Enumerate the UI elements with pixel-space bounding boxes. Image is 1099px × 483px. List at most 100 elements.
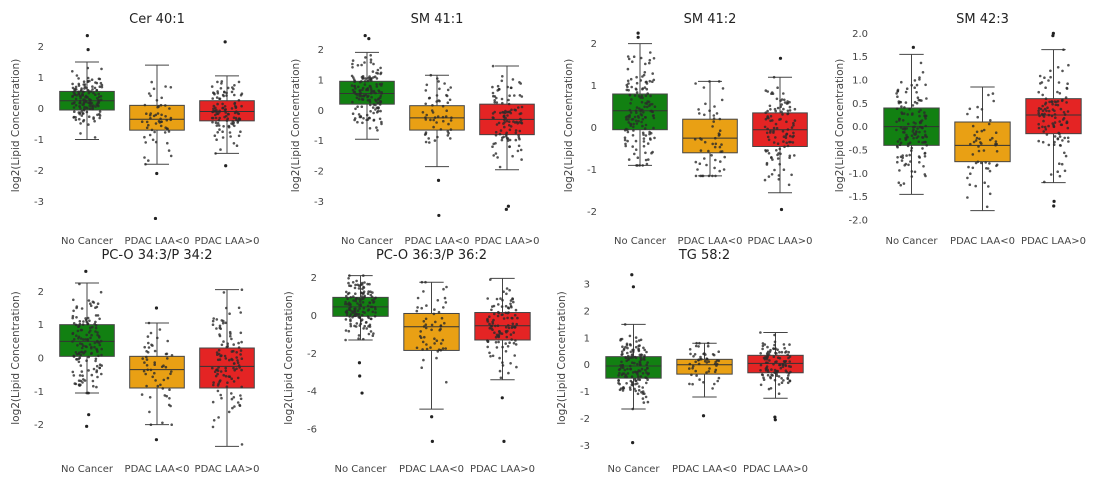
sample-point — [505, 292, 508, 296]
sample-point — [922, 165, 925, 168]
sample-point — [631, 383, 635, 387]
outlier-point — [85, 34, 89, 38]
sample-point — [639, 79, 643, 82]
x-tick-label: PDAC LAA>0 — [475, 236, 540, 247]
sample-point — [226, 342, 229, 346]
sample-point — [500, 97, 504, 101]
sample-point — [145, 112, 148, 115]
sample-point — [378, 117, 382, 121]
sample-point — [642, 73, 646, 77]
sample-point — [626, 118, 630, 121]
sample-point — [783, 346, 786, 350]
sample-point — [1039, 107, 1043, 111]
sample-point — [350, 84, 354, 87]
sample-point — [227, 124, 231, 128]
sample-point — [635, 75, 638, 79]
sample-point — [513, 313, 517, 317]
sample-point — [230, 337, 233, 341]
y-tick-label: 1 — [591, 81, 597, 92]
sample-point — [705, 371, 708, 374]
sample-point — [918, 78, 921, 81]
sample-point — [624, 142, 627, 146]
sample-point — [923, 111, 926, 114]
sample-point — [88, 319, 91, 323]
sample-point — [94, 81, 97, 84]
sample-point — [780, 381, 784, 385]
sample-point — [416, 296, 420, 300]
sample-point — [212, 419, 216, 422]
sample-point — [357, 337, 360, 340]
sample-point — [916, 127, 919, 130]
sample-point — [71, 340, 74, 343]
sample-point — [430, 323, 434, 327]
sample-point — [78, 374, 82, 377]
sample-point — [234, 116, 238, 120]
sample-point — [233, 93, 236, 97]
sample-point — [353, 309, 357, 313]
sample-point — [100, 372, 103, 376]
sample-point — [428, 141, 431, 144]
sample-point — [1058, 135, 1062, 138]
sample-point — [1052, 143, 1056, 146]
sample-point — [512, 331, 515, 334]
sample-point — [630, 375, 634, 379]
sample-point — [98, 110, 102, 113]
sample-point — [75, 316, 78, 319]
sample-point — [624, 356, 628, 360]
sample-point — [216, 122, 220, 125]
sample-point — [645, 102, 649, 105]
sample-point — [788, 379, 792, 383]
outlier-point — [437, 213, 441, 218]
sample-point — [424, 323, 428, 327]
sample-point — [380, 92, 383, 95]
sample-point — [237, 134, 241, 138]
sample-point — [372, 89, 376, 93]
sample-point — [233, 84, 236, 87]
sample-point — [492, 318, 495, 322]
sample-point — [87, 91, 91, 95]
sample-point — [711, 387, 714, 390]
sample-point — [718, 129, 722, 132]
sample-point — [507, 124, 511, 127]
sample-point — [510, 338, 513, 341]
outlier-point — [502, 439, 506, 443]
sample-point — [488, 315, 491, 319]
sample-point — [913, 86, 916, 89]
sample-point — [214, 113, 217, 117]
sample-point — [359, 322, 363, 326]
sample-point — [924, 134, 927, 138]
sample-point — [97, 341, 101, 345]
sample-point — [496, 84, 500, 88]
sample-point — [366, 282, 369, 286]
y-axis-label: log2(Lipid Concentration) — [283, 291, 295, 425]
sample-point — [695, 341, 698, 345]
sample-point — [228, 312, 231, 316]
sample-point — [168, 107, 171, 110]
sample-point — [652, 126, 655, 130]
sample-point — [788, 109, 792, 112]
sample-point — [163, 131, 167, 134]
sample-point — [227, 410, 231, 414]
sample-point — [366, 304, 370, 308]
sample-point — [99, 95, 103, 98]
sample-point — [637, 347, 640, 351]
sample-point — [1063, 151, 1066, 155]
x-tick-label: PDAC LAA>0 — [195, 236, 260, 247]
sample-point — [486, 345, 490, 349]
sample-point — [93, 86, 97, 90]
sample-point — [221, 136, 225, 139]
sample-point — [765, 352, 769, 355]
sample-point — [88, 107, 92, 110]
sample-point — [1059, 123, 1063, 126]
sample-point — [645, 82, 649, 85]
sample-point — [76, 344, 79, 347]
sample-point — [691, 364, 695, 368]
sample-point — [347, 308, 351, 311]
sample-point — [357, 85, 360, 89]
sample-point — [1057, 81, 1061, 84]
sample-point — [988, 192, 992, 196]
sample-point — [623, 136, 627, 139]
sample-point — [1041, 93, 1044, 97]
sample-point — [82, 80, 86, 83]
sample-point — [900, 159, 904, 162]
